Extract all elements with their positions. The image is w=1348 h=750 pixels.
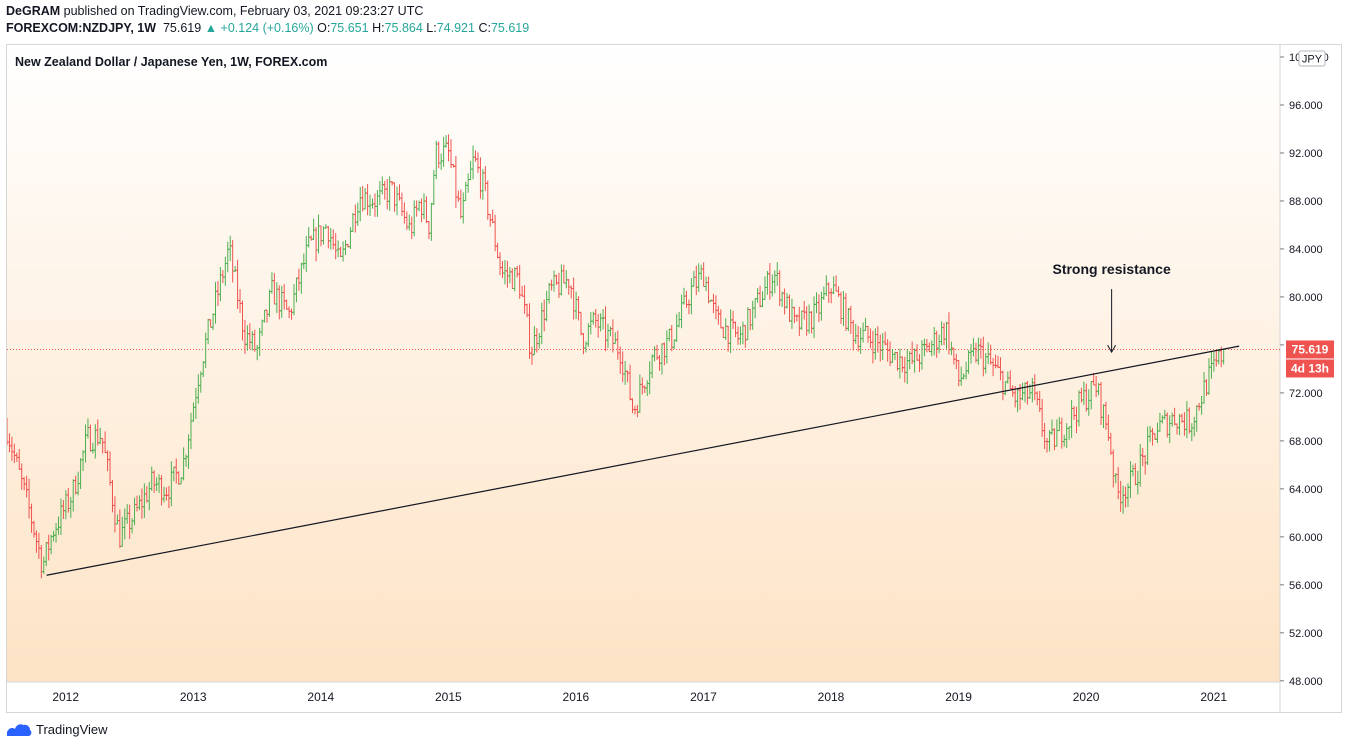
- tradingview-logo-icon: [7, 723, 32, 736]
- countdown-box: [1286, 359, 1334, 378]
- tradingview-wordmark: TradingView: [36, 722, 108, 737]
- y-tick-label: 72.000: [1289, 388, 1323, 400]
- trendline-group[interactable]: [46, 345, 1240, 576]
- open-label: O:: [317, 21, 331, 35]
- y-tick-label: 68.000: [1289, 436, 1323, 448]
- ohlc-bars: [5, 134, 1226, 579]
- strong-resistance-annotation[interactable]: Strong resistance: [1052, 261, 1170, 277]
- price-chart[interactable]: New Zealand Dollar / Japanese Yen, 1W, F…: [5, 45, 1341, 712]
- currency-badge-label: JPY: [1302, 54, 1323, 66]
- chart-title: New Zealand Dollar / Japanese Yen, 1W, F…: [15, 55, 327, 69]
- y-tick-label: 52.000: [1289, 628, 1323, 640]
- open-value: 75.651: [330, 21, 369, 35]
- y-tick-label: 60.000: [1289, 532, 1323, 544]
- x-tick-label: 2019: [945, 690, 972, 704]
- last-price-tag: 75.619: [1292, 342, 1329, 356]
- x-tick-label: 2021: [1200, 690, 1227, 704]
- tradingview-brand[interactable]: TradingView: [6, 722, 108, 737]
- y-tick-label: 64.000: [1289, 484, 1323, 496]
- price-change: ▲ +0.124 (+0.16%): [204, 21, 314, 35]
- currency-badge-box: [1298, 50, 1326, 67]
- x-tick-label: 2014: [307, 690, 334, 704]
- high-value: 75.864: [384, 21, 423, 35]
- annotation-arrowhead: [1107, 344, 1117, 354]
- x-tick-label: 2012: [52, 690, 79, 704]
- y-tick-label: 80.000: [1289, 292, 1323, 304]
- y-tick-label: 92.000: [1289, 148, 1323, 160]
- last-price-marker: 75.619 4d 13h: [1286, 340, 1334, 378]
- y-tick-label: 88.000: [1289, 196, 1323, 208]
- y-tick-label: 56.000: [1289, 580, 1323, 592]
- x-tick-label: 2016: [563, 690, 590, 704]
- publish-date: published on TradingView.com, February 0…: [60, 4, 424, 18]
- x-tick-label: 2013: [180, 690, 207, 704]
- bar-countdown: 4d 13h: [1291, 361, 1329, 375]
- y-tick-label: 84.000: [1289, 244, 1323, 256]
- x-tick-label: 2015: [435, 690, 462, 704]
- last-price-box: [1286, 340, 1334, 359]
- low-value: 74.921: [436, 21, 475, 35]
- x-tick-label: 2020: [1073, 690, 1100, 704]
- high-label: H:: [372, 21, 385, 35]
- time-axis[interactable]: 2012 2013 2014 2015 2016 2017 2018 2019 2020 2021: [52, 690, 1227, 704]
- close-label: C:: [478, 21, 491, 35]
- annotation-group[interactable]: Strong resistance: [1052, 261, 1171, 354]
- x-tick-label: 2017: [690, 690, 717, 704]
- y-tick-label: 48.000: [1289, 676, 1323, 688]
- x-tick-label: 2018: [818, 690, 845, 704]
- support-trendline[interactable]: [46, 345, 1240, 576]
- close-value: 75.619: [490, 21, 530, 35]
- chart-panel[interactable]: New Zealand Dollar / Japanese Yen, 1W, F…: [5, 44, 1342, 713]
- symbol-label[interactable]: FOREXCOM:NZDJPY, 1W: [6, 21, 157, 35]
- plot-background: [7, 45, 1280, 682]
- last-price: 75.619: [162, 21, 202, 35]
- low-label: L:: [426, 21, 437, 35]
- y-tick-label: 96.000: [1289, 100, 1323, 112]
- publish-info: DeGRAM published on TradingView.com, Feb…: [6, 4, 423, 18]
- currency-badge[interactable]: JPY: [1298, 50, 1326, 67]
- publisher-name[interactable]: DeGRAM: [6, 4, 61, 18]
- symbol-info: FOREXCOM:NZDJPY, 1W 75.619 ▲ +0.124 (+0.…: [6, 21, 529, 35]
